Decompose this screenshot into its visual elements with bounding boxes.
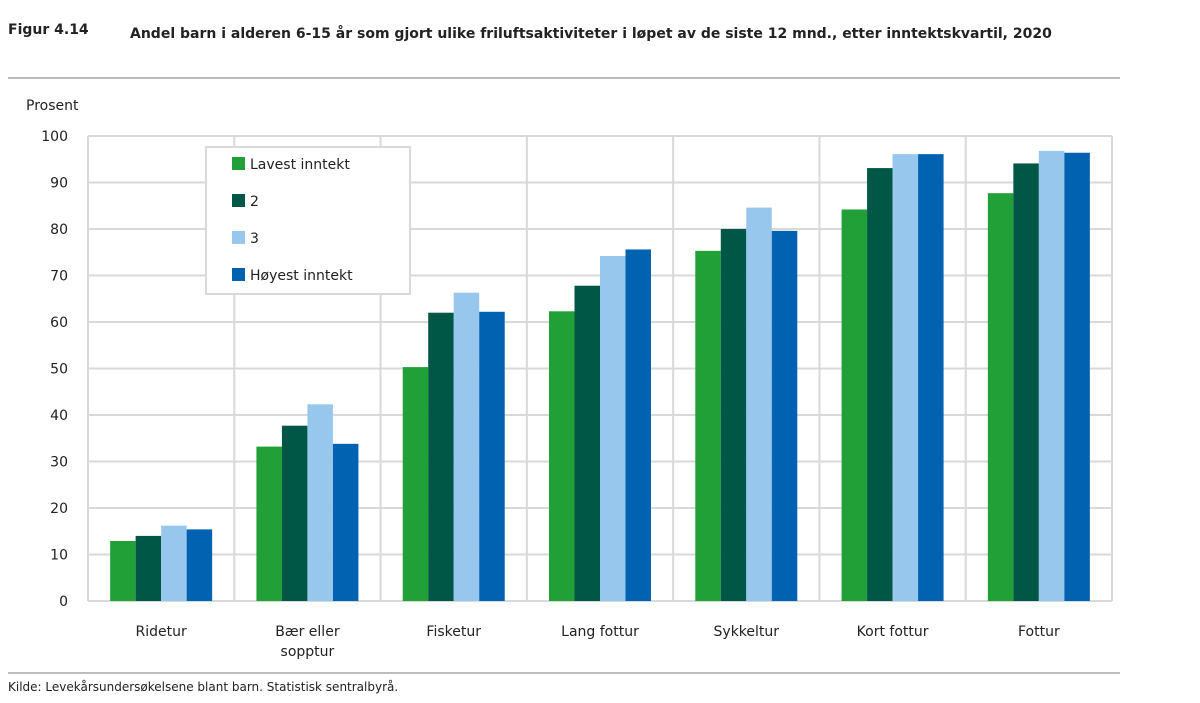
bar-3-lang-fottur (600, 255, 626, 601)
bar-3-fottur (1038, 150, 1065, 601)
bar-4-ridetur (186, 529, 213, 601)
legend-label: 2 (250, 194, 259, 210)
bar-3-sykkeltur (746, 207, 772, 602)
bar-3-kort-fottur (892, 154, 919, 601)
bar-2-fisketur (428, 312, 454, 601)
bar-1-kort-fottur (841, 209, 868, 601)
bar-1-bær-eller-sopptur (256, 446, 282, 601)
y-tick-label: 70 (50, 269, 68, 285)
y-tick-label: 30 (50, 455, 68, 471)
bar-1-fisketur (402, 367, 429, 601)
bar-2-fottur (1013, 163, 1039, 601)
y-tick-label: 60 (50, 315, 68, 331)
legend-label: Høyest inntekt (250, 268, 353, 284)
bar-1-sykkeltur (695, 250, 721, 602)
legend-label: Lavest inntekt (250, 157, 350, 173)
x-tick-label: Lang fottur (561, 624, 639, 640)
bar-2-kort-fottur (867, 168, 893, 601)
bar-3-fisketur (453, 292, 480, 601)
bar-4-fisketur (479, 311, 505, 601)
bar-2-lang-fottur (574, 285, 600, 601)
x-tick-label: Fottur (1018, 624, 1060, 640)
y-axis-label: Prosent (26, 98, 79, 114)
bar-4-bær-eller-sopptur (332, 443, 359, 601)
top-rule (8, 77, 1120, 79)
legend-swatch (232, 194, 245, 207)
bar-2-sykkeltur (720, 229, 747, 601)
x-tick-label: Bær eller sopptur (275, 624, 340, 660)
y-tick-label: 20 (50, 501, 68, 517)
legend-swatch (232, 268, 245, 281)
y-tick-label: 50 (50, 362, 68, 378)
y-tick-label: 80 (50, 222, 68, 238)
bar-1-lang-fottur (549, 311, 575, 601)
x-tick-label: Fisketur (426, 624, 481, 640)
y-tick-label: 100 (41, 129, 68, 145)
bottom-rule (8, 672, 1120, 674)
y-tick-label: 10 (50, 548, 68, 564)
source-note: Kilde: Levekårsundersøkelsene blant barn… (8, 680, 399, 694)
x-tick-label: Ridetur (136, 624, 187, 640)
x-tick-label: Kort fottur (857, 624, 929, 640)
bar-4-fottur (1064, 152, 1090, 602)
y-tick-label: 90 (50, 176, 68, 192)
bar-4-lang-fottur (625, 249, 651, 601)
figure-label: Figur 4.14 (8, 22, 89, 38)
legend-swatch (232, 157, 245, 170)
legend-label: 3 (250, 231, 259, 247)
y-tick-label: 40 (50, 408, 68, 424)
bar-4-kort-fottur (918, 154, 944, 601)
bar-1-ridetur (110, 541, 136, 601)
bar-3-bær-eller-sopptur (307, 404, 333, 601)
bar-1-fottur (987, 193, 1014, 601)
y-tick-label: 0 (59, 594, 68, 610)
bar-3-ridetur (161, 525, 187, 601)
bar-2-bær-eller-sopptur (281, 425, 308, 601)
bar-4-sykkeltur (771, 230, 798, 602)
x-tick-label: Sykkeltur (714, 624, 780, 640)
bar-2-ridetur (135, 535, 162, 601)
legend-swatch (232, 231, 245, 244)
figure-title: Andel barn i alderen 6-15 år som gjort u… (130, 26, 1052, 42)
